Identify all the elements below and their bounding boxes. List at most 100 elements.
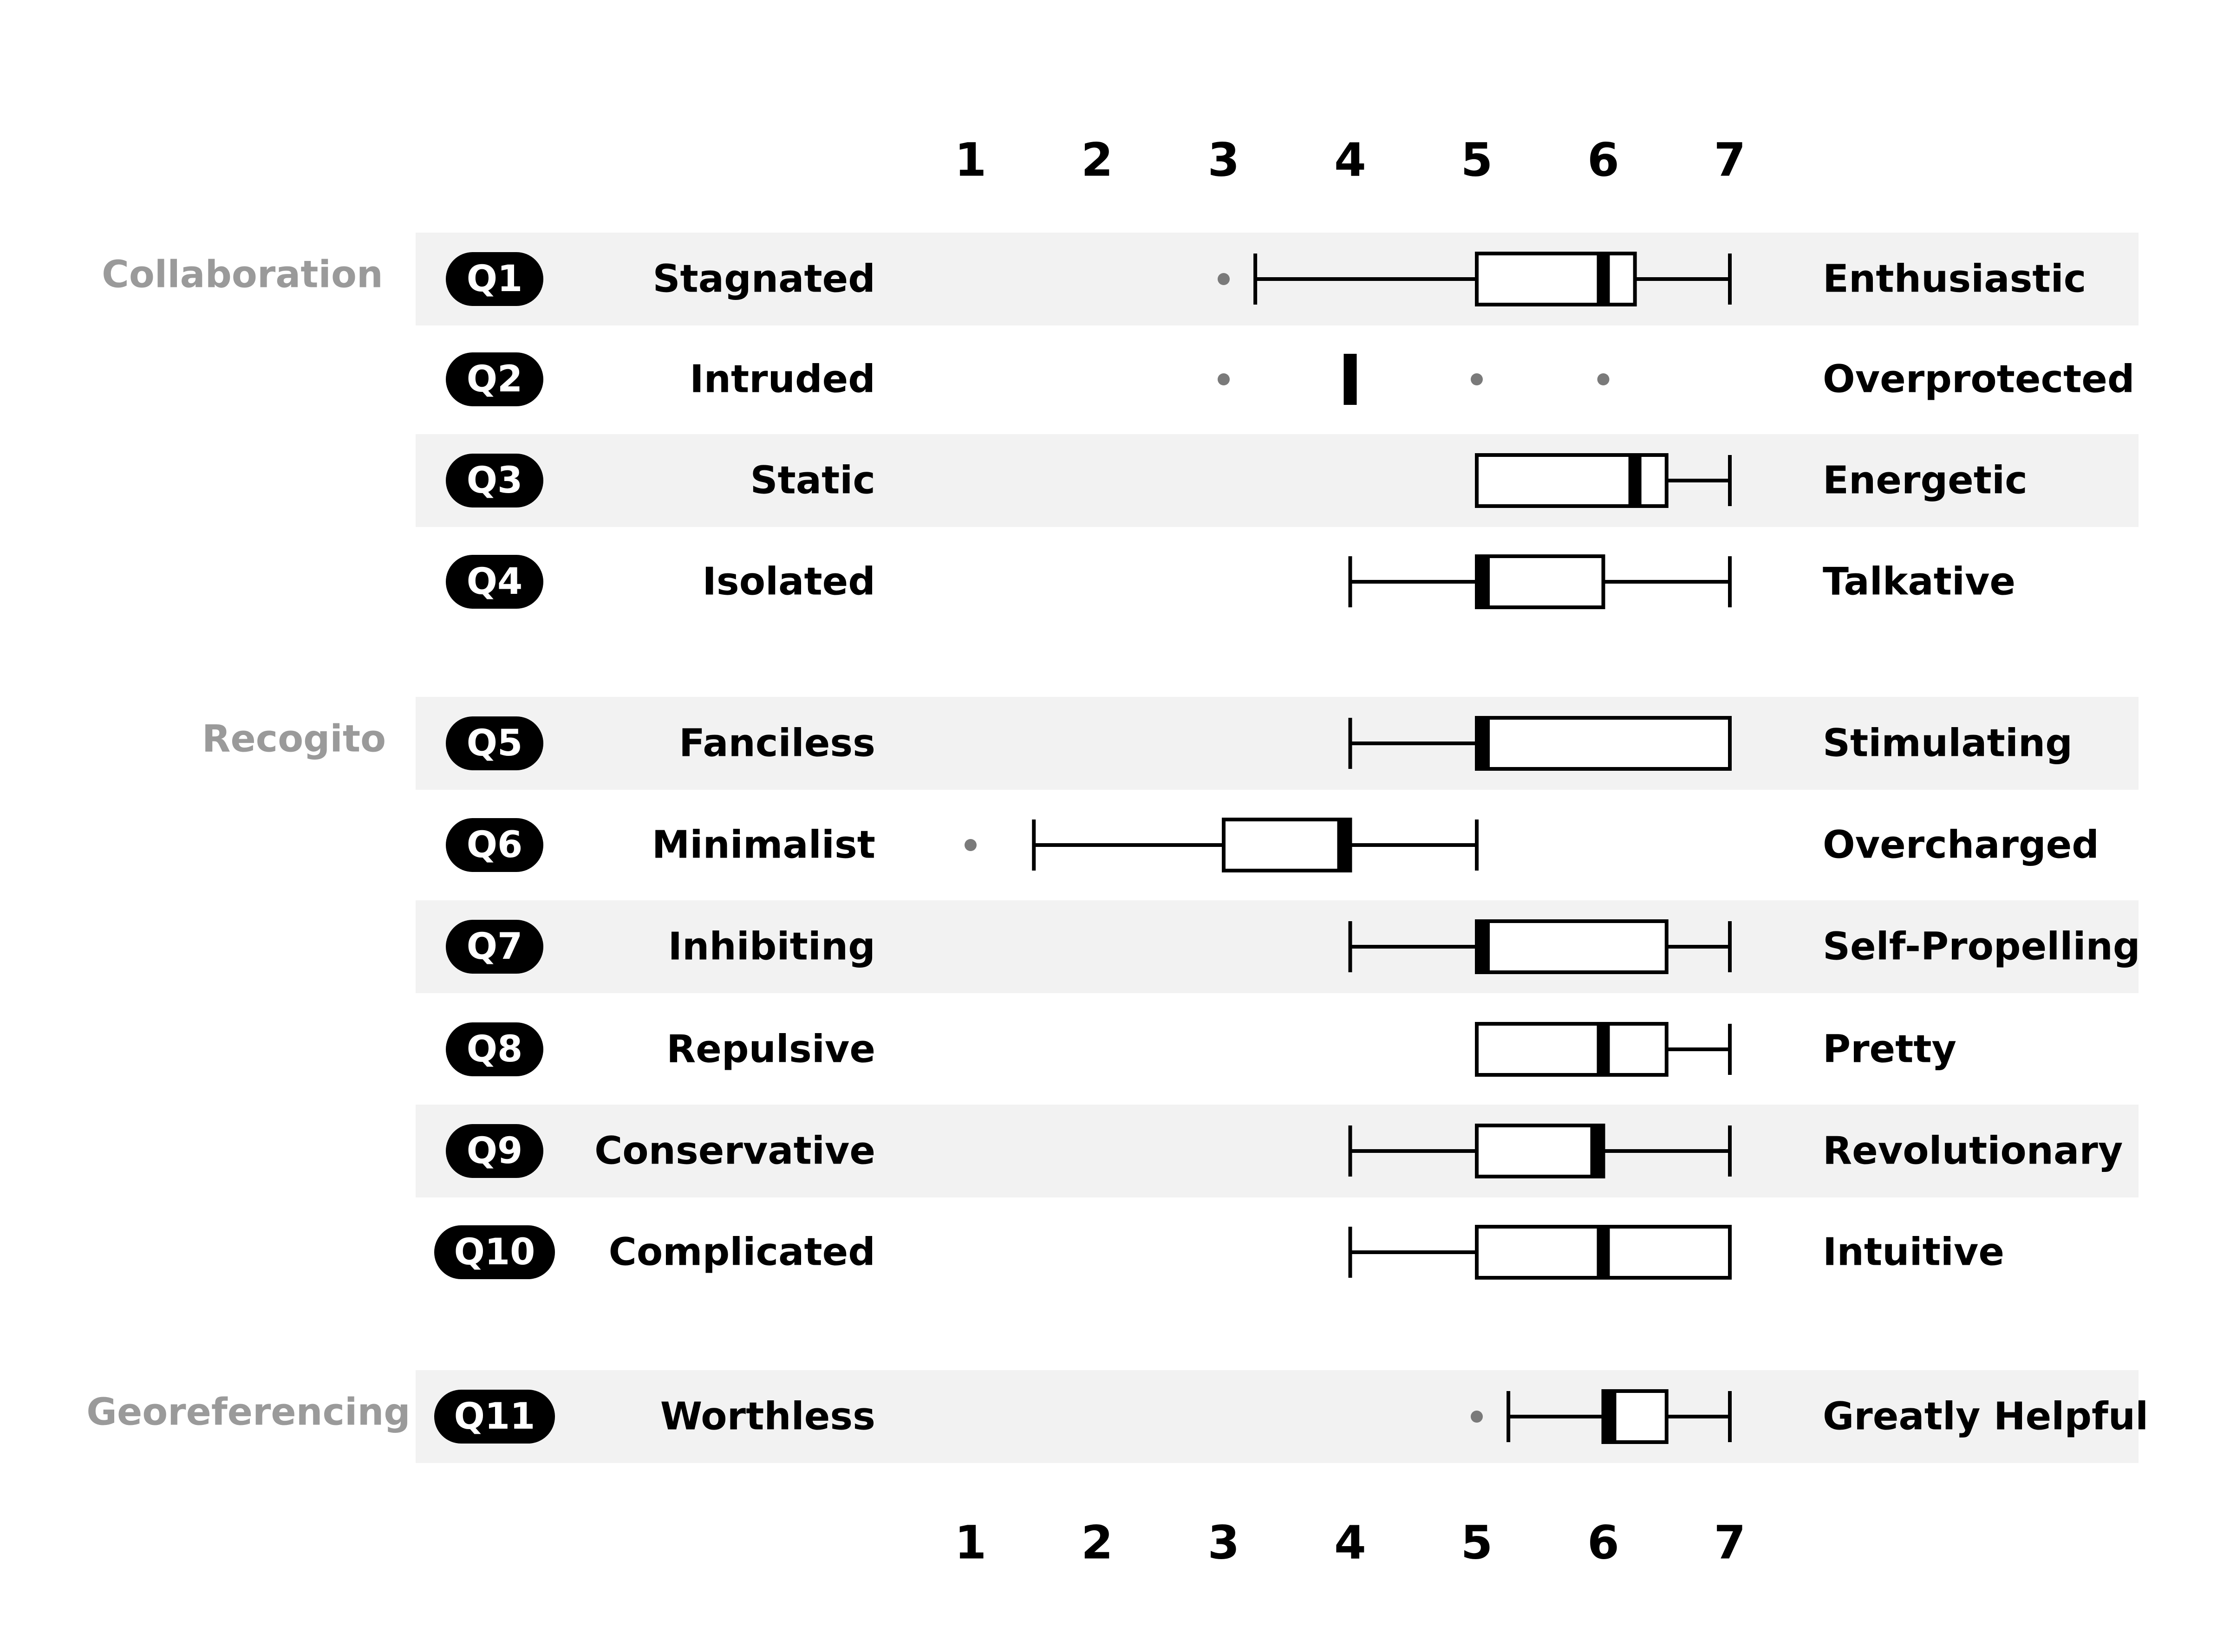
boxplot-q5	[1348, 716, 1732, 771]
tick-label-bottom-3: 3	[1208, 1516, 1240, 1570]
median-marker-q11	[1603, 1391, 1617, 1442]
badge-label-q10: Q10	[454, 1231, 535, 1273]
group-label-georeferencing: Georeferencing	[86, 1391, 410, 1434]
right-anchor-q2: Overprotected	[1823, 358, 2135, 402]
tick-label-bottom-7: 7	[1714, 1516, 1746, 1570]
right-anchor-q3: Energetic	[1823, 459, 2028, 503]
badge-label-q4: Q4	[467, 561, 523, 603]
boxplot-q7	[1348, 919, 1732, 974]
iqr-box-q4	[1475, 554, 1605, 609]
tick-label-top-3: 3	[1208, 134, 1240, 187]
group-labels: Collaboration Recogito Georeferencing	[86, 253, 410, 1434]
badge-label-q5: Q5	[467, 722, 523, 764]
left-anchor-q5: Fanciless	[679, 722, 875, 766]
right-anchor-q5: Stimulating	[1823, 722, 2073, 766]
right-anchor-q1: Enthusiastic	[1823, 257, 2086, 301]
tick-label-top-5: 5	[1461, 134, 1493, 187]
iqr-box-q6	[1222, 818, 1352, 872]
tick-label-top-7: 7	[1714, 134, 1746, 187]
tick-label-top-6: 6	[1587, 134, 1619, 187]
right-anchor-q10: Intuitive	[1823, 1230, 2004, 1275]
left-anchor-q1: Stagnated	[652, 257, 875, 301]
boxplot-q9	[1348, 1124, 1732, 1178]
boxplot-q4	[1348, 554, 1732, 609]
median-marker-q4	[1477, 556, 1490, 607]
row-stripe-q9	[416, 1105, 2139, 1197]
iqr-box-q8	[1475, 1022, 1669, 1077]
badge-q10	[434, 1225, 555, 1279]
tick-label-bottom-1: 1	[955, 1516, 987, 1570]
badge-q9	[446, 1124, 543, 1178]
left-anchor-q3: Static	[750, 459, 875, 503]
item-labels: Q1 Stagnated Enthusiastic Q2 Intruded Overpro…	[434, 252, 2148, 1444]
iqr-box-q1	[1475, 252, 1637, 306]
median-marker-q3	[1628, 455, 1642, 506]
badge-label-q11: Q11	[454, 1396, 535, 1437]
row-stripe-q7	[416, 900, 2139, 993]
left-anchor-q7: Inhibiting	[668, 925, 875, 969]
median-marker-q9	[1590, 1125, 1604, 1177]
right-anchor-q11: Greatly Helpful	[1823, 1395, 2148, 1439]
iqr-box-q7	[1475, 919, 1669, 974]
row-stripe-q5	[416, 697, 2139, 790]
left-anchor-q9: Conservative	[594, 1129, 875, 1173]
badge-label-q1: Q1	[467, 258, 523, 300]
tick-label-top-2: 2	[1081, 134, 1113, 187]
median-marker-q5	[1477, 718, 1490, 769]
tick-label-bottom-5: 5	[1461, 1516, 1493, 1570]
boxplot-q1	[1218, 252, 1732, 306]
boxplot-q11	[1471, 1389, 1732, 1444]
row-stripe-q3	[416, 434, 2139, 527]
badge-q7	[446, 920, 543, 974]
median-marker-q2	[1343, 354, 1357, 405]
median-marker-q7	[1477, 921, 1490, 972]
row-stripes	[416, 233, 2139, 1463]
badge-q2	[446, 352, 543, 406]
iqr-box-q9	[1475, 1124, 1605, 1178]
right-anchor-q9: Revolutionary	[1823, 1129, 2123, 1173]
badge-q5	[446, 716, 543, 770]
left-anchor-q10: Complicated	[609, 1230, 875, 1275]
badge-label-q9: Q9	[467, 1130, 523, 1172]
box-plots	[965, 252, 1732, 1444]
boxplot-q6	[965, 818, 1479, 872]
median-marker-q1	[1597, 254, 1610, 305]
left-anchor-q2: Intruded	[690, 358, 875, 402]
badge-label-q6: Q6	[467, 824, 523, 866]
boxplot-q10	[1348, 1225, 1732, 1280]
boxplot-q3	[1475, 453, 1732, 508]
badge-q6	[446, 818, 543, 872]
tick-label-bottom-6: 6	[1587, 1516, 1619, 1570]
badge-label-q7: Q7	[467, 926, 523, 968]
badge-label-q8: Q8	[467, 1028, 523, 1070]
boxplot-q2	[1218, 354, 1610, 405]
left-anchor-q8: Repulsive	[666, 1028, 875, 1072]
outlier-point-q6-0	[965, 839, 977, 851]
right-anchor-q4: Talkative	[1823, 560, 2015, 604]
boxplot-q8	[1475, 1022, 1732, 1077]
outlier-point-q1-0	[1218, 273, 1230, 285]
tick-label-bottom-2: 2	[1081, 1516, 1113, 1570]
outlier-point-q2-0	[1218, 373, 1230, 385]
left-anchor-q6: Minimalist	[652, 823, 875, 867]
badge-q1	[446, 252, 543, 306]
group-label-recogito: Recogito	[202, 717, 386, 761]
row-stripe-q11	[416, 1370, 2139, 1463]
right-anchor-q7: Self-Propelling	[1823, 925, 2140, 969]
tick-label-top-4: 4	[1334, 134, 1366, 187]
badge-q4	[446, 555, 543, 609]
badge-label-q2: Q2	[467, 358, 523, 400]
badge-q8	[446, 1022, 543, 1076]
tick-label-top-1: 1	[955, 134, 987, 187]
right-anchor-q8: Pretty	[1823, 1028, 1956, 1072]
median-marker-q10	[1597, 1227, 1610, 1278]
left-anchor-q11: Worthless	[660, 1395, 875, 1439]
outlier-point-q2-1	[1471, 373, 1483, 385]
group-label-collaboration: Collaboration	[102, 253, 383, 296]
right-anchor-q6: Overcharged	[1823, 823, 2099, 867]
badge-q3	[446, 454, 543, 507]
badge-label-q3: Q3	[467, 460, 523, 501]
median-marker-q8	[1597, 1024, 1610, 1075]
tick-label-bottom-4: 4	[1334, 1516, 1366, 1570]
